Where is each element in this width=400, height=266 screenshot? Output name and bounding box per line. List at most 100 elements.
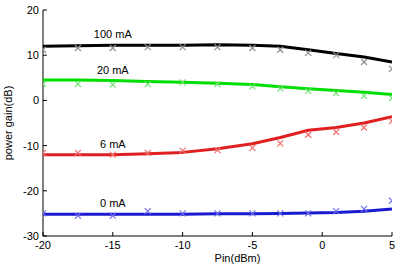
scatter-point [277, 47, 283, 53]
marker-stroke [110, 213, 116, 219]
scatter-point [145, 208, 151, 214]
marker-stroke [305, 50, 311, 56]
marker-stroke [110, 82, 116, 88]
x-tick-label: -15 [105, 239, 121, 251]
scatter-point [249, 145, 255, 151]
series-label: 100 mA [94, 28, 133, 40]
marker-stroke [75, 81, 81, 87]
marker-stroke [361, 125, 367, 131]
marker-stroke [305, 88, 311, 94]
scatter-point [43, 210, 46, 216]
plot-area [43, 44, 392, 219]
marker-stroke [75, 213, 81, 219]
series-label: 20 mA [97, 64, 129, 76]
marker-stroke [389, 66, 392, 72]
marker-stroke [180, 44, 186, 50]
y-tick [43, 10, 47, 11]
marker-stroke [389, 118, 392, 124]
marker-stroke [43, 81, 46, 87]
marker-stroke [249, 83, 255, 89]
scatter-point [180, 44, 186, 50]
marker-stroke [333, 52, 339, 58]
marker-stroke [75, 45, 81, 51]
marker-stroke [75, 45, 81, 51]
marker-stroke [277, 140, 283, 146]
marker-stroke [361, 206, 367, 212]
marker-stroke [43, 210, 46, 216]
marker-stroke [389, 95, 392, 101]
y-tick [43, 100, 47, 101]
x-axis [43, 236, 392, 237]
marker-stroke [305, 88, 311, 94]
marker-stroke [215, 147, 221, 153]
x-tick-label: 0 [319, 239, 325, 251]
marker-stroke [389, 95, 392, 101]
scatter-point [215, 210, 221, 216]
scatter-point [110, 45, 116, 51]
y-tick [43, 190, 47, 191]
marker-stroke [333, 208, 339, 214]
y-axis-label: power gain(dB) [2, 86, 14, 161]
series-line [43, 80, 392, 94]
scatter-point [277, 86, 283, 92]
x-tick [322, 232, 323, 236]
marker-stroke [215, 81, 221, 87]
marker-stroke [361, 59, 367, 65]
marker-stroke [305, 132, 311, 138]
marker-stroke [110, 152, 116, 158]
x-tick-label: 5 [389, 239, 395, 251]
scatter-point [333, 52, 339, 58]
marker-stroke [361, 59, 367, 65]
scatter-point [145, 150, 151, 156]
scatter-point [180, 79, 186, 85]
scatter-point [75, 213, 81, 219]
marker-stroke [215, 81, 221, 87]
x-tick [112, 232, 113, 236]
marker-stroke [215, 44, 221, 50]
marker-stroke [215, 147, 221, 153]
y-tick [43, 55, 47, 56]
scatter-point [305, 50, 311, 56]
marker-stroke [389, 198, 392, 204]
scatter-point [110, 152, 116, 158]
marker-stroke [43, 47, 46, 53]
scatter-point [333, 129, 339, 135]
marker-stroke [305, 50, 311, 56]
marker-stroke [43, 47, 46, 53]
marker-stroke [43, 150, 46, 156]
marker-stroke [277, 210, 283, 216]
x-tick-label: -5 [248, 239, 258, 251]
y-tick-label: 0 [33, 94, 39, 106]
series-line [43, 117, 392, 155]
marker-stroke [361, 93, 367, 99]
scatter-point [277, 140, 283, 146]
marker-stroke [249, 45, 255, 51]
scatter-point [215, 44, 221, 50]
scatter-point [389, 198, 392, 204]
scatter-point [361, 206, 367, 212]
y-tick [43, 236, 47, 237]
marker-stroke [249, 83, 255, 89]
marker-stroke [145, 208, 151, 214]
scatter-point [180, 148, 186, 154]
marker-stroke [215, 210, 221, 216]
y-tick-label: -10 [23, 140, 39, 152]
marker-stroke [75, 81, 81, 87]
marker-stroke [277, 210, 283, 216]
x-tick [252, 232, 253, 236]
x-tick [182, 232, 183, 236]
marker-stroke [180, 79, 186, 85]
scatter-point [305, 88, 311, 94]
marker-stroke [180, 44, 186, 50]
scatter-point [249, 83, 255, 89]
series-line [43, 45, 392, 62]
scatter-point [389, 118, 392, 124]
scatter-point [333, 90, 339, 96]
chart: -20-15-10-505-30-20-1001020Pin(dBm)power… [0, 0, 400, 266]
marker-stroke [249, 210, 255, 216]
scatter-point [305, 210, 311, 216]
marker-stroke [43, 81, 46, 87]
marker-stroke [333, 129, 339, 135]
marker-stroke [43, 150, 46, 156]
marker-stroke [180, 210, 186, 216]
